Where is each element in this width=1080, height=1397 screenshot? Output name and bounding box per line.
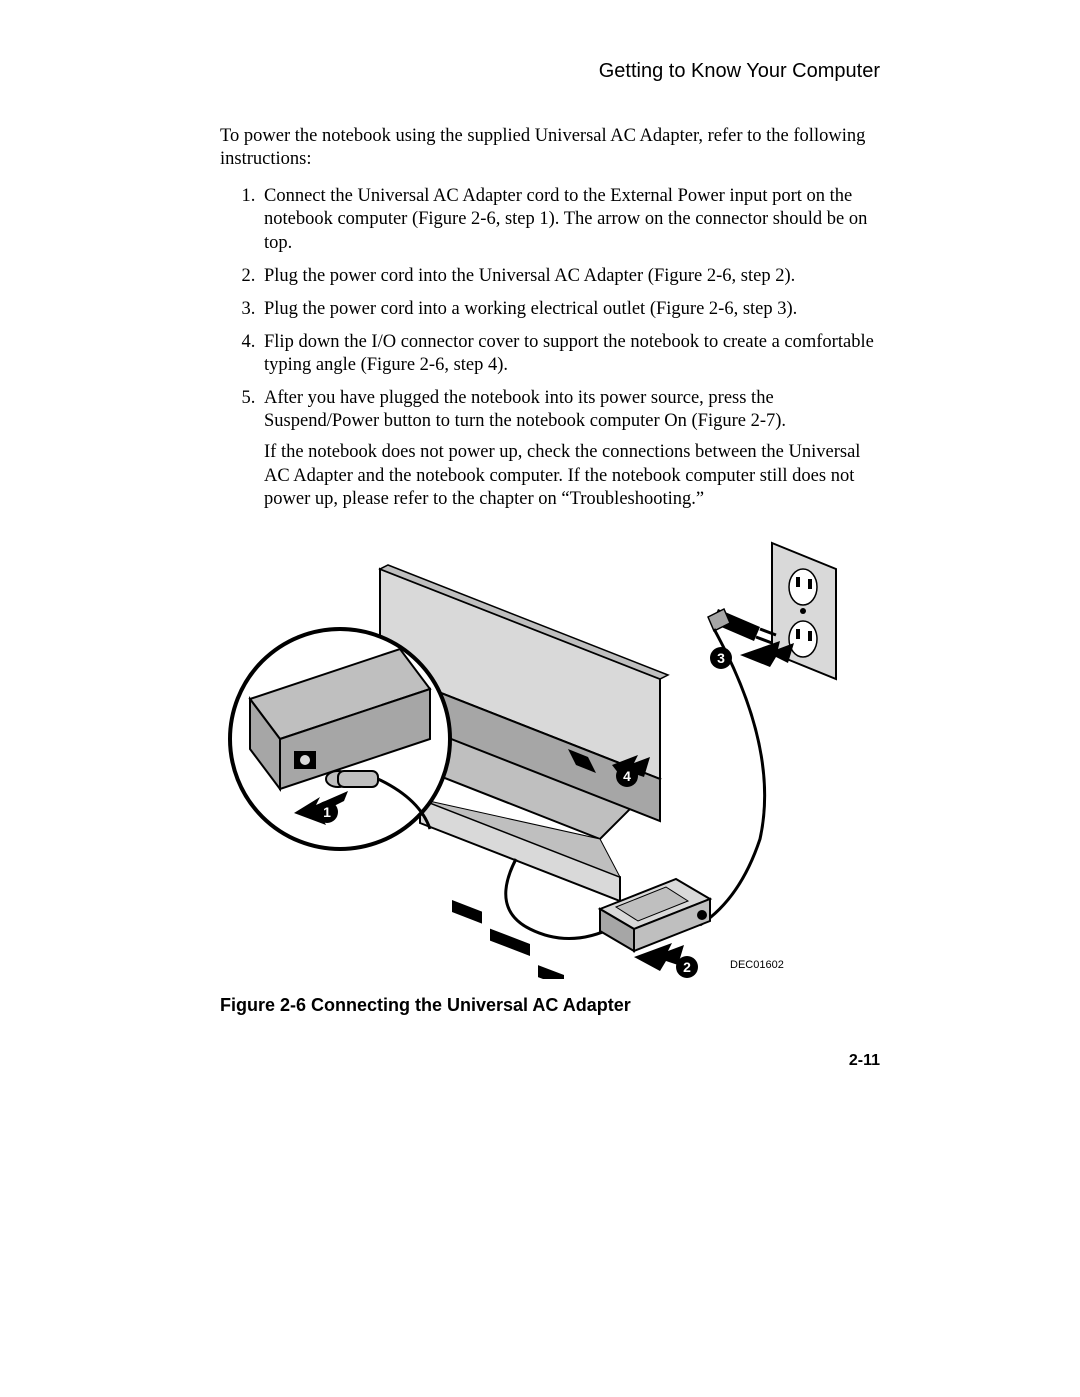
header-title: Getting to Know Your Computer	[599, 60, 880, 82]
step-5: After you have plugged the notebook into…	[260, 387, 880, 511]
figure-caption: Figure 2-6 Connecting the Universal AC A…	[220, 995, 880, 1016]
troubleshooting-note: If the notebook does not power up, check…	[264, 441, 880, 510]
illustration-svg	[220, 529, 880, 979]
instruction-list: Connect the Universal AC Adapter cord to…	[220, 185, 880, 511]
magnifier-detail	[230, 629, 450, 849]
step-4: Flip down the I/O connector cover to sup…	[260, 331, 880, 377]
step-2: Plug the power cord into the Universal A…	[260, 265, 880, 288]
cable-plug-to-adapter	[700, 629, 765, 925]
step-1: Connect the Universal AC Adapter cord to…	[260, 185, 880, 254]
intro-paragraph: To power the notebook using the supplied…	[220, 125, 880, 171]
page-number: 2-11	[220, 1052, 880, 1070]
dec-label: DEC01602	[730, 959, 784, 971]
step-5-text: After you have plugged the notebook into…	[264, 388, 786, 431]
figure-2-6: 1 2 3 4 DEC01602	[220, 529, 880, 979]
step-3: Plug the power cord into a working elect…	[260, 298, 880, 321]
page-header: Getting to Know Your Computer	[220, 60, 880, 83]
page-content: Getting to Know Your Computer To power t…	[220, 60, 880, 1070]
